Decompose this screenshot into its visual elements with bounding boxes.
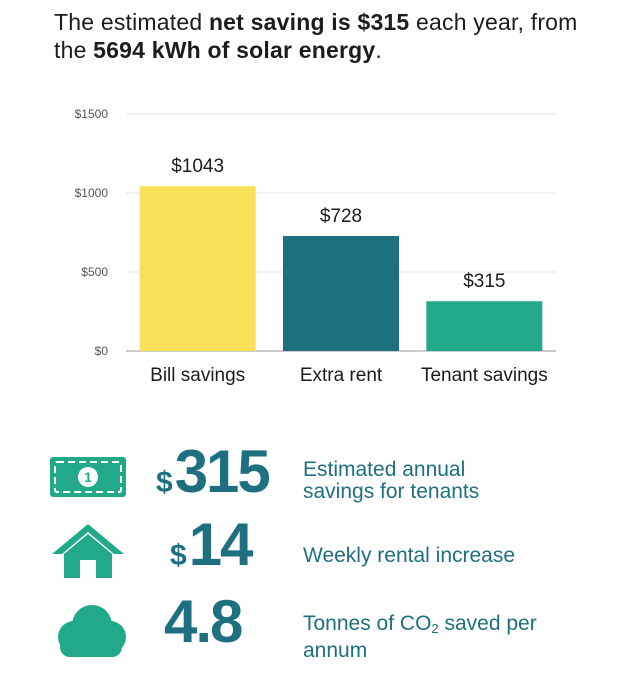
headline-bold-2: 5694 kWh of solar energy [93, 37, 376, 63]
y-tick-label: $1000 [75, 186, 109, 200]
x-tick-label: Bill savings [150, 365, 245, 386]
headline-text-1: The estimated [54, 9, 209, 35]
stat-value-tenant-savings: $315 [156, 437, 271, 506]
data-label: $728 [320, 206, 362, 227]
stat-currency: $ [170, 539, 187, 572]
y-tick-label: $1500 [75, 107, 109, 121]
stat-number: 315 [174, 438, 271, 505]
headline-bold-1: net saving is $315 [208, 9, 410, 35]
bar [139, 186, 256, 351]
stat-value-co2: 4.8 [164, 587, 243, 656]
bar [426, 301, 543, 351]
stat-desc-line2: savings for tenants [303, 480, 480, 503]
stat-value-rental-increase: $14 [170, 510, 254, 579]
stat-desc-tenant-savings: Estimated annual savings for tenants [303, 459, 479, 503]
stat-desc-rental-increase: Weekly rental increase [303, 545, 515, 567]
y-tick-label: $500 [81, 265, 108, 279]
bar-chart: $0 $500 $1000 $1500 $1043 Bill savings $728 Ext… [75, 107, 556, 386]
cloud-icon [58, 605, 126, 657]
stat-desc-line2: annum [303, 639, 368, 662]
svg-text:1: 1 [84, 469, 92, 485]
stat-currency: $ [156, 466, 173, 499]
stat-row-co2-saved: 4.8 Tonnes of CO2 saved per annum [0, 588, 629, 665]
stat-desc-line1: Weekly rental increase [303, 544, 516, 567]
stat-desc-co2: Tonnes of CO2 saved per annum [303, 613, 537, 662]
data-label: $1043 [171, 156, 224, 177]
x-tick-label: Tenant savings [421, 365, 548, 386]
data-label: $315 [463, 271, 505, 292]
stat-row-tenant-savings: 1 $315 Estimated annual savings for tenan… [0, 438, 629, 515]
stat-number: 14 [188, 511, 254, 578]
stat-desc-line1: Estimated annual [303, 458, 466, 481]
stat-desc-sub: 2 [431, 621, 439, 636]
stat-desc-pre: Tonnes of CO [303, 612, 432, 635]
bar [283, 235, 399, 351]
money-bill-icon: 1 [50, 457, 126, 497]
stat-row-rental-increase: $14 Weekly rental increase [0, 511, 629, 588]
stat-number: 4.8 [164, 588, 243, 655]
x-tick-label: Extra rent [300, 365, 383, 386]
house-icon [52, 524, 124, 578]
headline: The estimated net saving is $315 each ye… [54, 8, 614, 64]
y-tick-label: $0 [95, 344, 109, 358]
headline-text-3: . [375, 37, 382, 63]
headline-text-2: each year, from the [54, 9, 578, 63]
stat-desc-post: saved per [438, 612, 537, 635]
